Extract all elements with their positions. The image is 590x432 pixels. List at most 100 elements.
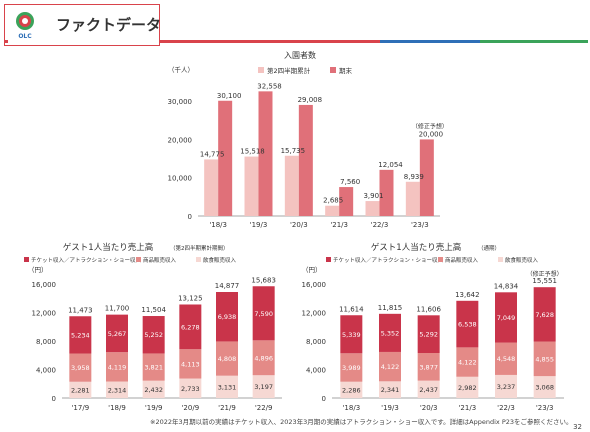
bar-segment-ticket <box>417 315 440 354</box>
x-tick-label: '21/3 <box>459 404 477 412</box>
bar-segment-goods <box>142 353 165 381</box>
total-label: 11,614 <box>339 305 364 313</box>
data-label-q2: 3,901 <box>363 192 383 200</box>
total-label: 13,125 <box>178 294 203 302</box>
bar-fy <box>379 169 394 216</box>
total-label: 11,504 <box>141 306 166 314</box>
footnote: ※2022年3月期以前の実績はチケット収入、2023年3月期の実績はアトラクショ… <box>150 418 573 426</box>
data-label-ticket: 7,049 <box>497 314 516 322</box>
legend-label: チケット収入／アトラクション・ショー収入 <box>333 257 444 264</box>
data-label-ticket: 6,538 <box>458 321 477 329</box>
x-tick-label: '21/3 <box>330 221 348 229</box>
legend-swatch-fy <box>330 67 336 73</box>
data-label-food: 2,341 <box>381 386 400 394</box>
bar-segment-goods <box>495 342 517 375</box>
bar-segment-ticket <box>179 304 202 350</box>
bar-segment-ticket <box>495 292 517 343</box>
data-label-food: 3,197 <box>254 383 273 391</box>
total-label: 14,877 <box>215 282 240 290</box>
bar-segment-food <box>216 375 238 398</box>
legend-label: 飲食販売収入 <box>505 256 539 264</box>
bar-q2 <box>244 156 259 216</box>
bar-segment-food <box>417 380 440 398</box>
forecast-annotation: （修正予想） <box>412 122 448 130</box>
data-label-fy: 32,558 <box>257 82 282 90</box>
data-label-q2: 2,685 <box>323 197 343 205</box>
data-label-ticket: 6,938 <box>218 313 237 321</box>
data-label-fy: 7,560 <box>340 178 360 186</box>
x-tick-label: '22/3 <box>497 404 515 412</box>
y-tick-label: 16,000 <box>302 281 327 289</box>
bar-segment-ticket <box>106 314 128 353</box>
data-label-goods: 4,113 <box>181 360 200 368</box>
bar-segment-ticket <box>456 300 479 348</box>
bar-segment-food <box>179 378 202 398</box>
y-tick-label: 12,000 <box>32 310 57 318</box>
x-tick-label: '18/3 <box>343 404 361 412</box>
chart-subtitle: （第2四半期累計期間） <box>170 244 229 252</box>
chart-title: ゲスト1人当たり売上高 <box>63 242 153 253</box>
bar-segment-ticket <box>533 287 556 342</box>
data-label-ticket: 5,267 <box>108 330 127 338</box>
chart-title: 入園者数 <box>284 50 316 60</box>
bar-segment-goods <box>252 340 275 376</box>
bar-segment-goods <box>340 353 363 382</box>
total-label: 11,473 <box>68 306 93 314</box>
bar-segment-goods <box>533 341 556 377</box>
bar-segment-food <box>142 380 165 398</box>
data-label-food: 3,068 <box>535 384 554 392</box>
bar-q2 <box>325 205 340 216</box>
total-label: 14,834 <box>494 282 519 290</box>
page-title: ファクトデータ <box>56 16 162 34</box>
total-label: 13,642 <box>455 291 480 299</box>
legend-swatch <box>196 257 201 262</box>
bar-segment-goods <box>179 349 202 379</box>
y-tick-label: 10,000 <box>168 175 193 183</box>
bar-segment-goods <box>379 351 401 382</box>
data-label-food: 2,281 <box>71 386 90 394</box>
x-tick-label: '19/9 <box>145 404 163 412</box>
y-tick-label: 0 <box>188 213 192 221</box>
y-tick-label: 4,000 <box>306 367 326 375</box>
data-label-fy: 12,054 <box>378 161 403 169</box>
guest-spending-fy-chart: ゲスト1人当たり売上高 （通期） チケット収入／アトラクション・ショー収入 商品販売収… <box>302 242 564 412</box>
page-number: 32 <box>573 423 582 431</box>
x-tick-label: '19/3 <box>381 404 399 412</box>
total-label: 11,700 <box>105 305 130 313</box>
data-label-goods: 3,821 <box>144 364 163 372</box>
bar-segment-food <box>495 374 517 398</box>
header-rule-red-left <box>4 40 8 43</box>
legend-label-q2: 第2四半期累計 <box>267 66 311 75</box>
data-label-goods: 4,119 <box>108 363 127 371</box>
legend-label: 商品販売収入 <box>143 256 177 264</box>
bar-segment-goods <box>216 341 238 376</box>
bar-segment-ticket <box>252 286 275 341</box>
data-label-food: 2,437 <box>419 386 438 394</box>
data-label-ticket: 5,339 <box>342 331 361 339</box>
y-tick-label: 8,000 <box>36 338 56 346</box>
data-label-fy: 30,100 <box>217 92 242 100</box>
header-rule-red <box>160 40 380 43</box>
bar-segment-goods <box>69 353 92 382</box>
data-label-ticket: 5,234 <box>71 331 90 339</box>
x-tick-label: '21/9 <box>218 404 236 412</box>
y-tick-label: 30,000 <box>168 98 193 106</box>
data-label-food: 2,733 <box>181 385 200 393</box>
x-tick-label: '19/3 <box>250 221 268 229</box>
x-tick-label: '23/3 <box>536 404 554 412</box>
legend-label-fy: 期末 <box>339 66 353 75</box>
y-tick-label: 0 <box>52 395 56 403</box>
data-label-goods: 4,122 <box>381 363 400 371</box>
data-label-ticket: 7,628 <box>535 311 554 319</box>
data-label-ticket: 5,292 <box>419 331 438 339</box>
data-label-q2: 15,518 <box>240 148 265 156</box>
bar-q2 <box>365 201 380 216</box>
data-label-goods: 3,958 <box>71 364 90 372</box>
data-label-goods: 4,548 <box>497 355 516 363</box>
olc-logo: OLC <box>16 12 34 40</box>
legend-swatch <box>326 257 331 262</box>
bar-fy <box>258 91 273 216</box>
data-label-goods: 4,808 <box>218 355 237 363</box>
bar-segment-food <box>340 381 363 398</box>
total-label: 11,606 <box>416 305 441 313</box>
